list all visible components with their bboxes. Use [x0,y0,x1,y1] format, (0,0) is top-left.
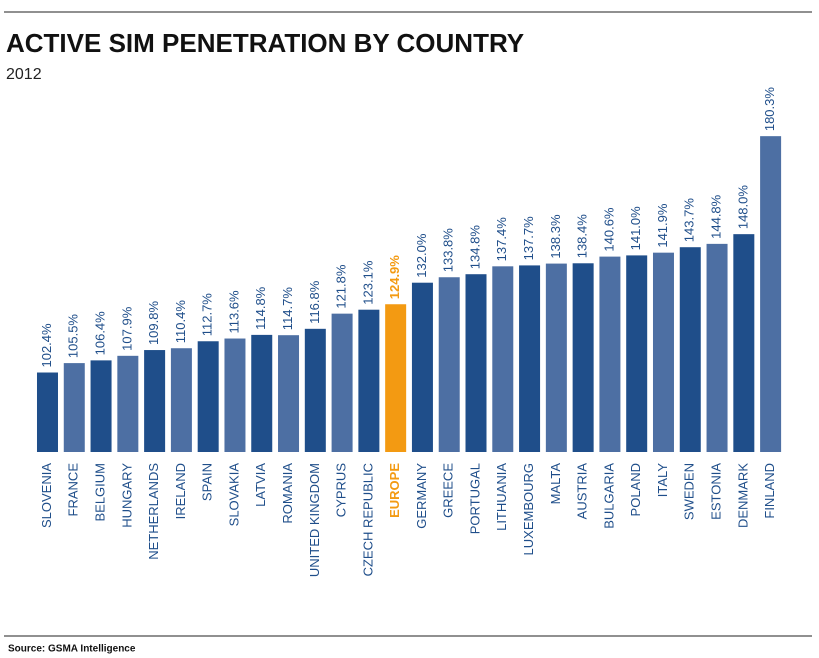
x-tick-label: GREECE [441,463,456,518]
bar [331,313,353,452]
value-label: 102.4% [39,323,54,368]
bar [36,372,58,452]
x-tick-label: HUNGARY [119,463,134,528]
value-label: 114.7% [280,287,295,331]
x-tick-label: GERMANY [414,463,429,529]
bar [358,309,380,452]
x-tick-label: AUSTRIA [575,463,590,520]
x-tick-label: MALTA [548,463,563,505]
x-tick-label: FRANCE [66,463,81,517]
bar [90,360,112,452]
x-tick-label: CZECH REPUBLIC [360,463,375,576]
value-label: 141.9% [655,203,670,248]
value-label: 132.0% [414,233,429,278]
value-label: 133.8% [441,228,456,273]
x-tick-label: CYPRUS [334,463,349,518]
bar [572,263,594,452]
value-label: 148.0% [735,185,750,230]
value-label: 123.1% [360,260,375,305]
value-label: 138.3% [548,214,563,259]
value-label: 124.9% [387,255,402,300]
value-label: 143.7% [682,198,697,243]
bar [63,363,85,452]
bar [519,265,541,452]
bar [545,263,567,452]
x-tick-label: EUROPE [387,463,402,518]
x-tick-label: FINLAND [762,463,777,519]
value-label: 144.8% [708,194,723,239]
value-label: 137.4% [494,217,509,262]
value-label: 113.6% [226,290,241,334]
bar [170,348,192,452]
value-label: 140.6% [601,207,616,252]
value-label: 107.9% [119,306,134,351]
x-tick-label: IRELAND [173,463,188,519]
source-note: Source: GSMA Intelligence [8,644,136,655]
bar [144,350,166,452]
bar [733,234,755,452]
bar [760,136,782,453]
x-tick-label: UNITED KINGDOM [307,463,322,577]
bar [411,282,433,452]
x-tick-label: NETHERLANDS [146,463,161,560]
bar [304,328,326,452]
value-label: 112.7% [200,293,215,337]
bar [492,266,514,452]
value-label: 138.4% [575,214,590,259]
value-label: 106.4% [92,311,107,356]
value-label: 110.4% [173,300,188,344]
value-label: 105.5% [66,314,81,359]
bar [626,255,648,452]
bar [599,256,621,452]
chart-subtitle: 2012 [6,66,42,83]
bar [679,247,701,452]
value-label: 114.8% [253,286,268,330]
x-tick-label: SLOVAKIA [226,463,241,527]
x-tick-label: ITALY [655,463,670,498]
x-tick-label: SWEDEN [682,463,697,520]
bar [465,274,487,452]
value-label: 137.7% [521,216,536,261]
x-tick-label: ROMANIA [280,463,295,524]
x-tick-label: POLAND [628,463,643,516]
x-tick-label: LATVIA [253,463,268,507]
x-tick-label: SLOVENIA [39,463,54,528]
x-tick-label: PORTUGAL [467,463,482,534]
value-label: 121.8% [334,264,349,309]
value-label: 109.8% [146,301,161,346]
bar [706,243,728,452]
bar [251,334,273,452]
x-tick-label: BULGARIA [601,463,616,529]
x-tick-label: SPAIN [200,463,215,501]
x-tick-label: DENMARK [735,463,750,528]
value-label: 134.8% [467,225,482,270]
bar [224,338,246,452]
bar [278,335,300,452]
x-tick-label: ESTONIA [708,463,723,520]
bar [385,304,407,452]
value-label: 116.8% [307,280,322,324]
x-tick-label: LUXEMBOURG [521,463,536,555]
bar [438,277,460,452]
value-label: 141.0% [628,206,643,251]
bar [197,341,219,452]
chart-title: ACTIVE SIM PENETRATION BY COUNTRY [6,28,524,58]
x-tick-label: LITHUANIA [494,463,509,531]
value-label: 180.3% [762,87,777,132]
bar [117,355,139,452]
x-tick-label: BELGIUM [92,463,107,522]
bar [652,252,674,452]
